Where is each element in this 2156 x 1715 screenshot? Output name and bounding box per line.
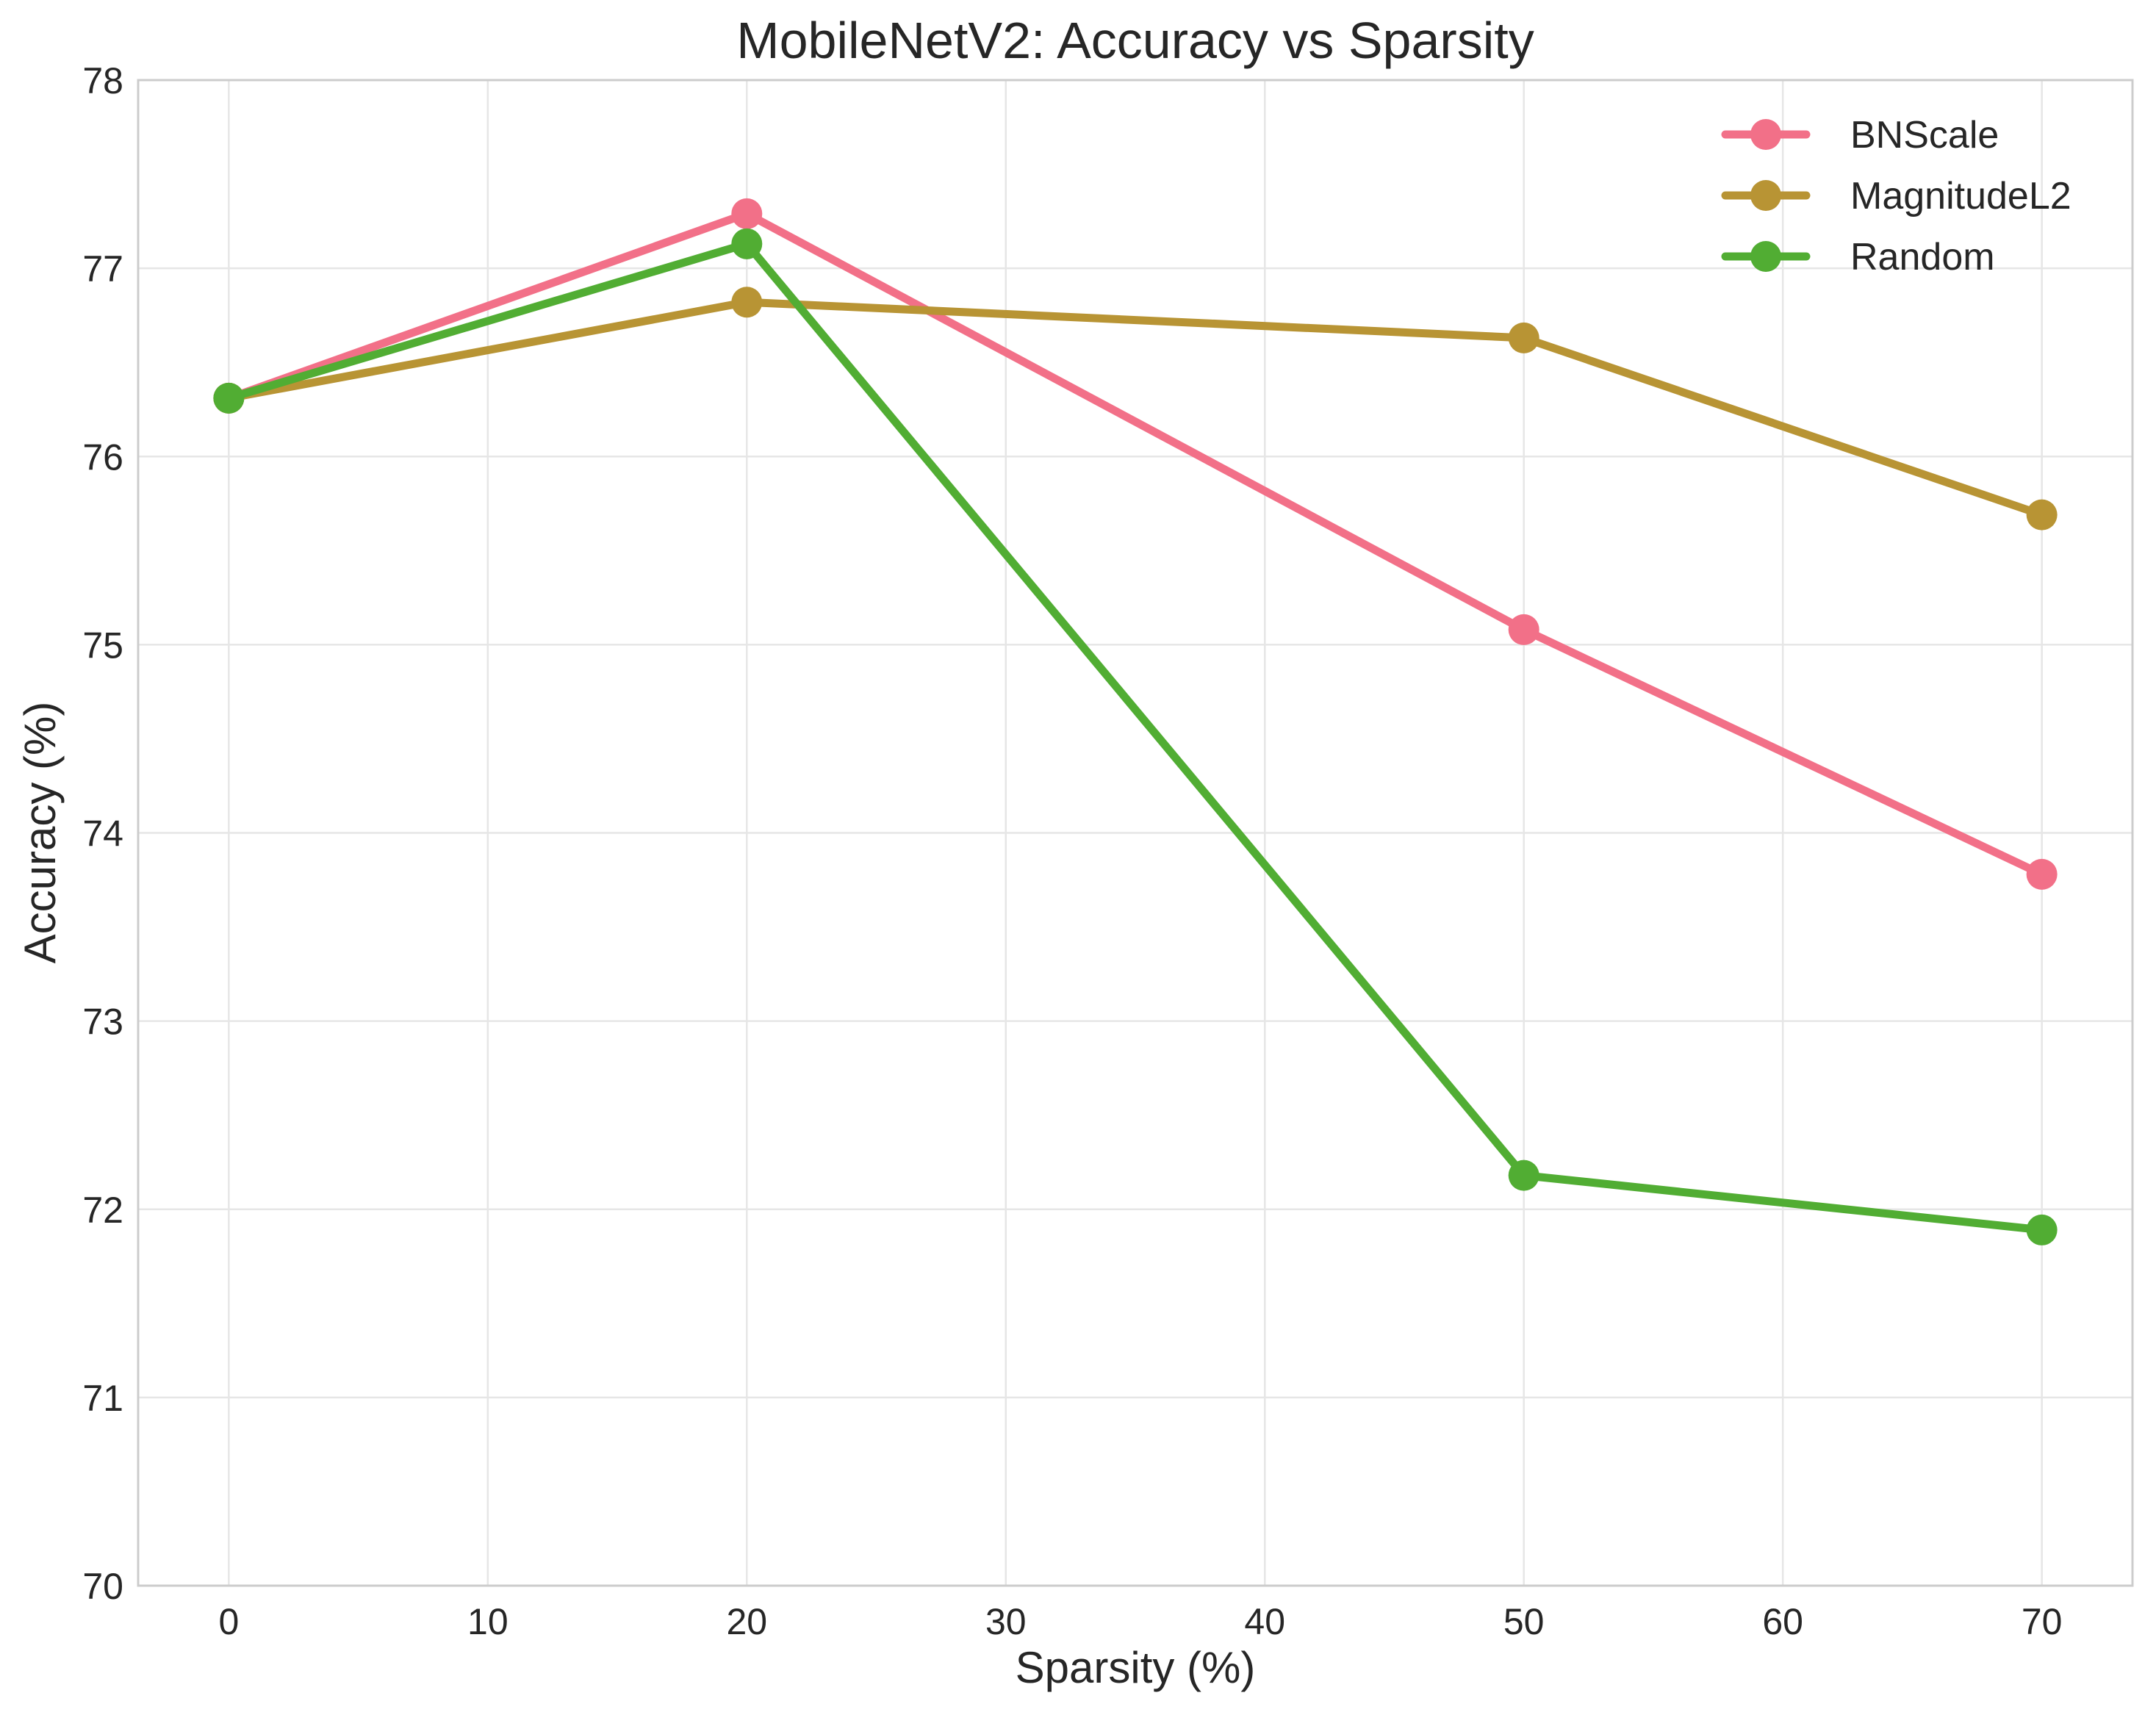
data-point bbox=[1508, 614, 1539, 645]
legend-marker bbox=[1750, 119, 1781, 150]
legend-marker bbox=[1750, 241, 1781, 272]
legend-label: Random bbox=[1850, 236, 1995, 278]
data-point bbox=[731, 198, 763, 229]
series-line bbox=[224, 209, 2047, 879]
data-point bbox=[1508, 1159, 1539, 1191]
legend-label: MagnitudeL2 bbox=[1850, 175, 2071, 217]
series-line bbox=[224, 298, 2047, 519]
data-point bbox=[2026, 1214, 2058, 1245]
legend-entry: Random bbox=[1721, 236, 1995, 278]
y-axis-ticks: 70 71 72 73 74 75 76 77 78 bbox=[82, 60, 123, 1607]
data-point bbox=[731, 287, 763, 318]
y-tick-label: 75 bbox=[82, 625, 123, 666]
y-tick-label: 70 bbox=[82, 1566, 123, 1607]
series-lines bbox=[213, 198, 2058, 1245]
series-random bbox=[213, 228, 2058, 1245]
y-tick-label: 78 bbox=[82, 60, 123, 101]
data-point bbox=[2026, 858, 2058, 890]
series-line bbox=[224, 240, 2047, 1234]
y-tick-label: 71 bbox=[82, 1378, 123, 1419]
x-tick-label: 20 bbox=[726, 1601, 767, 1642]
data-point bbox=[2026, 499, 2058, 531]
x-tick-label: 40 bbox=[1244, 1601, 1285, 1642]
x-tick-label: 60 bbox=[1762, 1601, 1803, 1642]
legend-marker bbox=[1750, 180, 1781, 211]
y-tick-label: 76 bbox=[82, 436, 123, 478]
x-tick-label: 10 bbox=[467, 1601, 509, 1642]
chart-title: MobileNetV2: Accuracy vs Sparsity bbox=[736, 12, 1534, 69]
x-tick-label: 50 bbox=[1503, 1601, 1545, 1642]
plot-frame bbox=[137, 79, 2134, 1587]
x-axis-ticks: 0 10 20 30 40 50 60 70 bbox=[218, 1601, 2062, 1642]
data-point bbox=[213, 382, 245, 414]
y-tick-label: 74 bbox=[82, 813, 123, 855]
legend: BNScale MagnitudeL2 Random bbox=[1721, 114, 2071, 278]
y-axis-title: Accuracy (%) bbox=[15, 702, 65, 964]
series-bnscale bbox=[213, 198, 2058, 890]
y-tick-label: 77 bbox=[82, 248, 123, 290]
data-point bbox=[731, 228, 763, 259]
y-tick-label: 73 bbox=[82, 1002, 123, 1043]
x-tick-label: 0 bbox=[218, 1601, 239, 1642]
legend-entry: MagnitudeL2 bbox=[1721, 175, 2071, 217]
data-point bbox=[1508, 322, 1539, 353]
grid bbox=[138, 79, 2132, 1587]
x-tick-label: 70 bbox=[2022, 1601, 2063, 1642]
legend-label: BNScale bbox=[1850, 114, 1999, 157]
x-axis-title: Sparsity (%) bbox=[1016, 1643, 1256, 1692]
y-tick-label: 72 bbox=[82, 1190, 123, 1231]
x-tick-label: 30 bbox=[985, 1601, 1027, 1642]
legend-entry: BNScale bbox=[1721, 114, 1999, 157]
